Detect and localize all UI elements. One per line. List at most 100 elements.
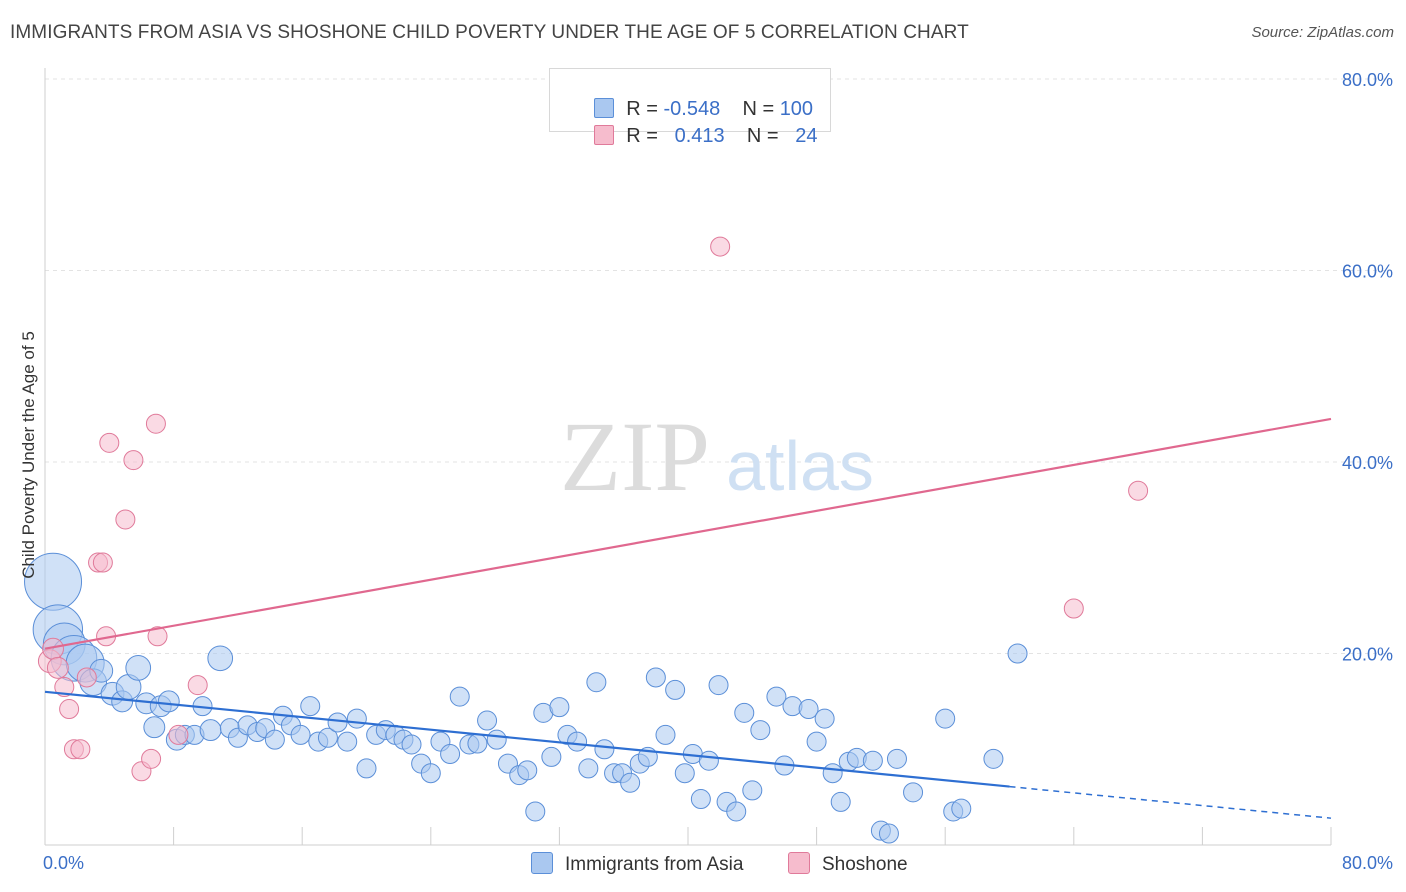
bottom-legend-asia: Immigrants from Asia	[531, 852, 743, 876]
bottom-legend-swatch-shoshone	[788, 852, 810, 874]
data-point-asia	[264, 729, 285, 750]
data-point-shoshone	[145, 413, 166, 434]
data-point-asia	[886, 748, 907, 769]
data-point-asia	[862, 750, 883, 771]
data-point-shoshone	[168, 724, 189, 745]
data-point-asia	[645, 667, 666, 688]
data-point-asia	[655, 724, 676, 745]
y-tick-label: 80.0%	[1342, 70, 1393, 90]
data-point-asia	[586, 672, 607, 693]
data-point-asia	[157, 690, 180, 713]
legend-n-value: 24	[795, 125, 818, 147]
legend-n-value: 100	[779, 98, 814, 120]
axes	[44, 68, 1332, 846]
data-point-shoshone	[710, 236, 731, 257]
y-tick-label: 60.0%	[1342, 262, 1393, 282]
trend-line-asia-extension	[1009, 785, 1332, 819]
data-point-asia	[143, 716, 166, 739]
data-point-asia	[620, 772, 641, 793]
gridlines	[45, 78, 1392, 654]
watermark-zip: ZIP	[560, 401, 710, 512]
data-point-asia	[708, 675, 729, 696]
data-point-asia	[449, 686, 470, 707]
data-point-asia	[822, 763, 843, 784]
legend-swatch-asia	[594, 98, 615, 118]
data-point-shoshone	[59, 699, 80, 720]
legend-r-value: 0.413	[674, 125, 725, 147]
data-point-asia	[1007, 643, 1028, 664]
bottom-legend-label-shoshone: Shoshone	[822, 854, 908, 875]
chart-title: IMMIGRANTS FROM ASIA VS SHOSHONE CHILD P…	[10, 22, 969, 43]
trend-lines	[44, 417, 1332, 819]
data-point-asia	[567, 731, 588, 752]
data-point-asia	[806, 731, 827, 752]
y-tick-label: 20.0%	[1342, 645, 1393, 665]
data-point-asia	[935, 708, 956, 729]
data-point-asia	[356, 758, 377, 779]
data-point-asia	[525, 801, 546, 822]
legend-n-label: N =	[746, 125, 785, 147]
data-point-asia	[690, 789, 711, 810]
legend-row-shoshone: R = 0.413 N = 24	[572, 102, 818, 147]
data-point-asia	[486, 729, 507, 750]
legend-r-label: R =	[626, 125, 664, 147]
data-point-asia	[290, 724, 311, 745]
legend-n-label: N =	[742, 98, 780, 120]
data-point-shoshone	[187, 675, 208, 696]
data-point-shoshone	[76, 667, 97, 688]
data-point-asia	[951, 798, 972, 819]
data-point-asia	[467, 733, 488, 754]
data-point-asia	[903, 782, 924, 803]
data-point-asia	[317, 727, 338, 748]
data-point-asia	[983, 748, 1004, 769]
legend-row-asia: R = -0.548 N = 100	[572, 75, 813, 120]
data-point-asia	[830, 791, 851, 812]
x-tick-label: 0.0%	[43, 853, 84, 873]
data-point-asia	[541, 746, 562, 767]
data-point-asia	[199, 719, 222, 742]
bottom-legend-shoshone: Shoshone	[788, 852, 908, 876]
data-point-asia	[798, 699, 819, 720]
data-point-asia	[337, 731, 358, 752]
data-point-shoshone	[99, 432, 120, 453]
data-point-asia	[440, 744, 461, 765]
data-point-shoshone	[123, 450, 144, 471]
y-tick-label: 40.0%	[1342, 453, 1393, 473]
series-immigrants-from-asia	[24, 552, 1028, 844]
data-point-shoshone	[46, 656, 69, 679]
data-point-asia	[742, 780, 763, 801]
data-point-asia	[750, 720, 771, 741]
data-point-asia	[346, 708, 367, 729]
data-point-asia	[327, 712, 348, 733]
data-point-asia	[401, 734, 422, 755]
data-point-asia	[814, 708, 835, 729]
data-point-asia	[698, 750, 719, 771]
data-point-asia	[878, 823, 899, 844]
data-point-shoshone	[92, 552, 113, 573]
data-point-shoshone	[1128, 480, 1149, 501]
data-point-asia	[734, 702, 755, 723]
y-axis-label: Child Poverty Under the Age of 5	[19, 331, 38, 579]
x-tick-label: 80.0%	[1342, 853, 1393, 873]
data-point-asia	[578, 758, 599, 779]
legend-r-label: R =	[626, 98, 664, 120]
data-point-asia	[549, 697, 570, 718]
data-point-shoshone	[70, 739, 91, 760]
data-point-shoshone	[115, 509, 136, 530]
bottom-legend-swatch-asia	[531, 852, 553, 874]
bottom-legend-label-asia: Immigrants from Asia	[565, 854, 744, 875]
data-point-asia	[766, 686, 787, 707]
trend-line-asia	[44, 690, 1010, 788]
series-shoshone	[37, 236, 1149, 782]
watermark-atlas: atlas	[726, 427, 874, 505]
chart-source: Source: ZipAtlas.com	[1251, 24, 1394, 41]
data-point-asia	[594, 739, 615, 760]
data-point-asia	[674, 763, 695, 784]
data-point-shoshone	[54, 677, 75, 698]
trend-line-shoshone	[44, 417, 1332, 650]
data-point-asia	[207, 645, 234, 672]
data-point-asia	[420, 763, 441, 784]
data-point-asia	[517, 760, 538, 781]
legend-swatch-shoshone	[594, 125, 615, 145]
